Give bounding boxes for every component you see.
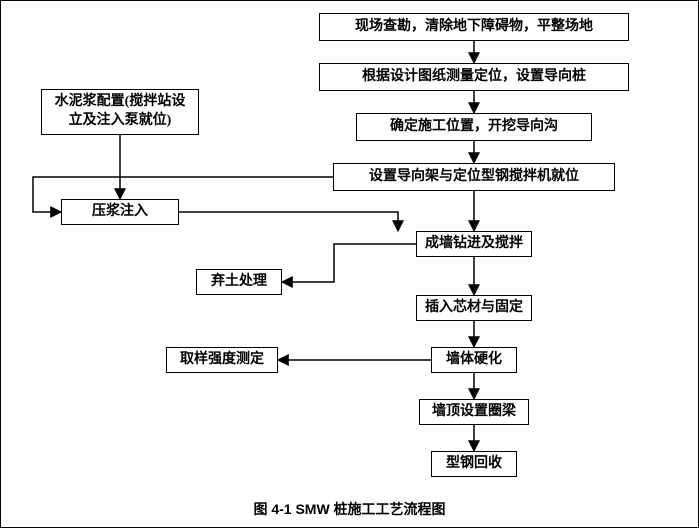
node-step-8: 墙顶设置圈梁	[419, 399, 529, 425]
node-label: 取样强度测定	[180, 351, 264, 370]
edge-e10	[179, 212, 398, 231]
node-step-9: 型钢回收	[431, 451, 517, 477]
edge-e12	[282, 244, 416, 282]
node-label: 型钢回收	[446, 455, 502, 474]
node-side-grout-inject: 压浆注入	[61, 199, 179, 225]
node-label: 插入芯材与固定	[425, 299, 523, 318]
node-label: 弃土处理	[211, 273, 267, 292]
node-side-strength-test: 取样强度测定	[166, 347, 278, 373]
node-label: 确定施工位置，开挖导向沟	[390, 118, 558, 137]
node-step-1: 现场查勘，清除地下障碍物，平整场地	[319, 13, 629, 41]
node-label: 压浆注入	[92, 203, 148, 222]
node-step-4: 设置导向架与定位型钢搅拌机就位	[333, 163, 615, 191]
node-label: 现场查勘，清除地下障碍物，平整场地	[355, 18, 593, 37]
node-label: 墙体硬化	[446, 351, 502, 370]
node-step-2: 根据设计图纸测量定位，设置导向桩	[319, 63, 629, 91]
node-label: 成墙钻进及搅拌	[425, 235, 523, 254]
node-label: 墙顶设置圈梁	[432, 403, 516, 422]
node-step-6: 插入芯材与固定	[416, 295, 532, 321]
node-step-3: 确定施工位置，开挖导向沟	[356, 113, 592, 141]
node-label: 水泥浆配置(搅拌站设立及注入泵就位)	[48, 93, 192, 131]
node-step-5: 成墙钻进及搅拌	[416, 231, 532, 257]
node-label: 设置导向架与定位型钢搅拌机就位	[369, 168, 579, 187]
node-step-7: 墙体硬化	[431, 347, 517, 373]
figure-caption: 图 4-1 SMW 桩施工工艺流程图	[1, 499, 698, 519]
node-side-spoil-disposal: 弃土处理	[196, 269, 282, 295]
node-label: 根据设计图纸测量定位，设置导向桩	[362, 68, 586, 87]
flowchart-canvas: 现场查勘，清除地下障碍物，平整场地 根据设计图纸测量定位，设置导向桩 确定施工位…	[0, 0, 699, 528]
node-side-slurry-prep: 水泥浆配置(搅拌站设立及注入泵就位)	[41, 89, 199, 135]
